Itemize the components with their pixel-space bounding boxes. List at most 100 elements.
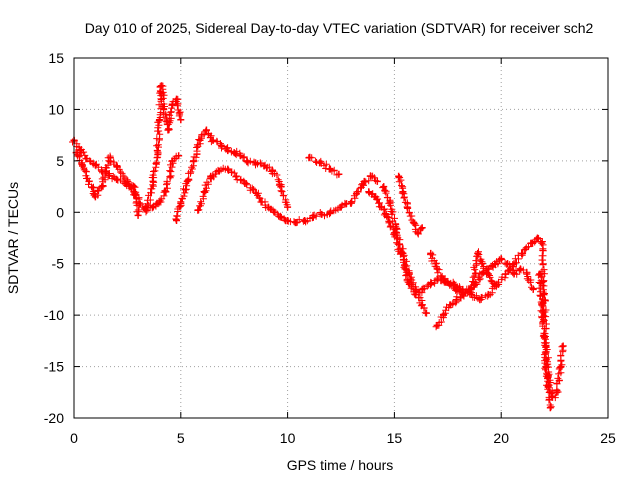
data-point: [149, 203, 157, 211]
series-track-6: [305, 153, 343, 179]
x-tick-label: 5: [177, 430, 185, 446]
series-track-12: [535, 270, 555, 412]
chart-title: Day 010 of 2025, Sidereal Day-to-day VTE…: [85, 20, 594, 36]
y-axis-label: SDTVAR / TECUs: [5, 182, 21, 294]
data-point: [301, 217, 309, 225]
data-point: [224, 165, 232, 173]
data-point: [474, 249, 482, 257]
data-point: [143, 206, 151, 214]
series-track-9: [395, 172, 426, 238]
data-point: [149, 177, 157, 185]
data-point: [367, 172, 375, 180]
data-point: [510, 270, 518, 278]
y-tick-label: 15: [48, 50, 64, 66]
y-tick-label: -15: [44, 359, 64, 375]
data-point: [155, 198, 163, 206]
data-point: [258, 198, 266, 206]
data-point: [418, 301, 426, 309]
data-point: [79, 162, 87, 170]
series-markers: [73, 151, 143, 216]
data-point: [252, 159, 260, 167]
data-point: [113, 162, 121, 170]
data-point: [162, 188, 170, 196]
data-point: [207, 172, 215, 180]
data-point: [177, 116, 185, 124]
data-point: [130, 183, 138, 191]
data-point: [134, 211, 142, 219]
data-point: [76, 147, 84, 155]
x-tick-label: 10: [280, 430, 296, 446]
x-tick-label: 0: [70, 430, 78, 446]
data-point: [380, 183, 388, 191]
data-point: [230, 149, 238, 157]
data-point: [91, 161, 99, 169]
data-point: [354, 188, 362, 196]
data-point: [224, 147, 232, 155]
y-tick-label: 10: [48, 101, 64, 117]
data-point: [183, 177, 191, 185]
data-point: [393, 229, 401, 237]
x-tick-label: 20: [493, 430, 509, 446]
data-point: [249, 186, 257, 194]
data-point: [326, 165, 334, 173]
data-point: [553, 388, 561, 396]
x-axis-label: GPS time / hours: [287, 457, 394, 473]
data-point: [173, 95, 181, 103]
y-tick-label: -20: [44, 410, 64, 426]
series-track-3: [142, 82, 185, 216]
data-point: [168, 157, 176, 165]
data-point: [277, 213, 285, 221]
data-point: [123, 177, 131, 185]
data-point: [491, 260, 499, 268]
y-tick-label: -10: [44, 307, 64, 323]
data-point: [433, 275, 441, 283]
data-point: [446, 280, 454, 288]
y-tick-label: -5: [52, 256, 65, 272]
data-point: [467, 285, 475, 293]
data-point: [153, 147, 161, 155]
data-point: [373, 177, 381, 185]
data-point: [136, 200, 144, 208]
data-point: [501, 270, 509, 278]
data-point: [484, 270, 492, 278]
data-point: [264, 203, 272, 211]
data-point: [529, 285, 537, 293]
data-point: [542, 363, 550, 371]
data-point: [102, 167, 110, 175]
series-track-11: [427, 248, 499, 298]
data-point: [410, 219, 418, 227]
data-point: [196, 136, 204, 144]
data-point: [348, 198, 356, 206]
data-point: [83, 155, 91, 163]
data-point: [200, 188, 208, 196]
series-markers: [427, 248, 497, 298]
data-point: [510, 260, 518, 268]
series-track-5: [194, 164, 381, 227]
data-point: [414, 229, 422, 237]
data-point: [241, 179, 249, 187]
data-point: [452, 296, 460, 304]
data-point: [476, 296, 484, 304]
data-point: [371, 193, 379, 201]
data-point: [309, 213, 317, 221]
data-point: [427, 249, 435, 257]
data-point: [215, 167, 223, 175]
data-point: [173, 217, 181, 225]
data-point: [335, 170, 343, 178]
data-point: [418, 224, 426, 232]
data-point: [106, 154, 114, 162]
data-point: [538, 239, 546, 247]
data-point: [544, 383, 552, 391]
data-point: [433, 321, 441, 329]
data-point: [316, 159, 324, 167]
data-point: [292, 219, 300, 227]
data-point: [175, 152, 183, 160]
data-point: [440, 311, 448, 319]
data-point: [160, 105, 168, 113]
data-point: [491, 280, 499, 288]
data-point: [403, 203, 411, 211]
data-point: [459, 289, 467, 297]
data-point: [202, 126, 210, 134]
data-point: [284, 217, 292, 225]
